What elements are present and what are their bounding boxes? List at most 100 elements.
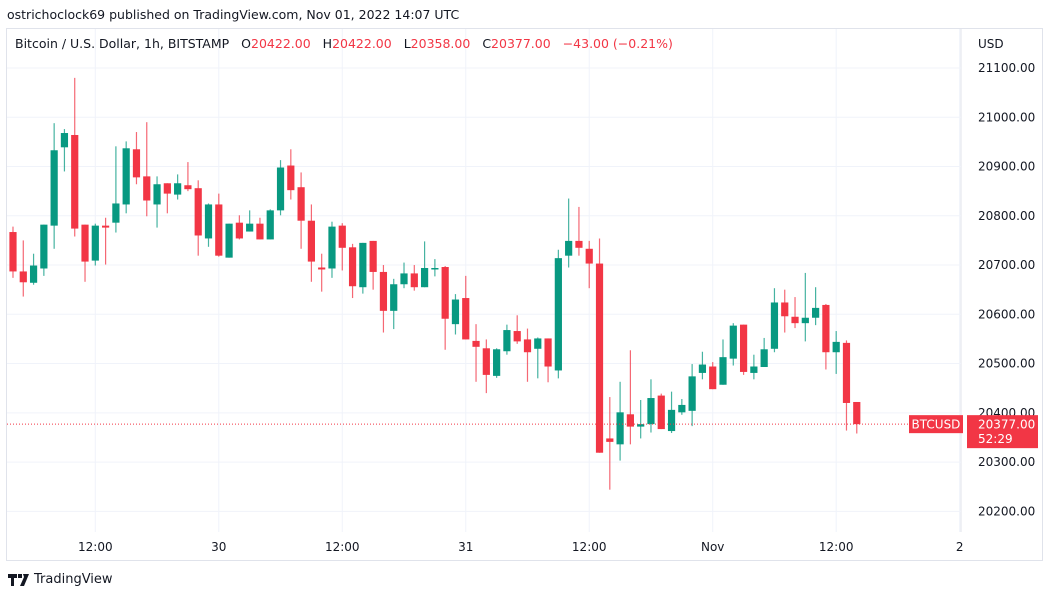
candle[interactable] — [225, 223, 233, 258]
candle[interactable] — [29, 253, 38, 285]
candle[interactable] — [441, 266, 449, 350]
candle[interactable] — [246, 210, 254, 232]
price-axis[interactable]: USD 21100.00 21000.00 20900.00 20800.00 2070… — [978, 37, 1035, 518]
candle[interactable] — [297, 172, 305, 249]
price-tick-label: 21000.00 — [978, 110, 1035, 124]
time-axis[interactable]: 12:00 30 12:00 31 12:00 Nov 12:00 2 — [78, 540, 963, 554]
candle[interactable] — [204, 203, 213, 247]
candle[interactable] — [842, 340, 851, 431]
price-tick-label: 21100.00 — [978, 61, 1035, 75]
candle[interactable] — [184, 162, 192, 192]
candle[interactable] — [431, 259, 439, 277]
candle[interactable] — [379, 265, 388, 333]
candle[interactable] — [770, 288, 779, 353]
candle[interactable] — [585, 240, 593, 289]
candle[interactable] — [359, 242, 367, 294]
candle[interactable] — [513, 315, 521, 344]
candle[interactable] — [410, 265, 418, 291]
candle[interactable] — [102, 217, 110, 265]
candle[interactable] — [266, 209, 274, 240]
candle[interactable] — [40, 224, 48, 276]
candle-body — [297, 187, 305, 221]
candle[interactable] — [750, 354, 758, 380]
candle-body — [420, 267, 429, 288]
candle[interactable] — [781, 289, 789, 333]
candle[interactable] — [822, 303, 830, 370]
candle[interactable] — [390, 278, 398, 330]
candle[interactable] — [657, 393, 665, 430]
candle[interactable] — [678, 399, 686, 415]
tradingview-footer[interactable]: TradingView — [8, 572, 113, 587]
candle[interactable] — [801, 272, 809, 342]
candle[interactable] — [698, 351, 707, 380]
candle[interactable] — [503, 324, 511, 355]
candle[interactable] — [739, 324, 748, 375]
candle[interactable] — [729, 323, 737, 366]
candle[interactable] — [328, 221, 336, 278]
candle-body — [379, 271, 388, 311]
candle[interactable] — [19, 240, 27, 297]
time-tick-label: 30 — [211, 540, 226, 554]
candle[interactable] — [256, 217, 264, 240]
candle[interactable] — [719, 339, 727, 385]
candle[interactable] — [276, 160, 285, 216]
candle[interactable] — [50, 123, 58, 249]
candle[interactable] — [853, 401, 861, 434]
candle-body — [60, 133, 69, 148]
candle[interactable] — [132, 132, 141, 185]
candle[interactable] — [709, 362, 717, 390]
candle[interactable] — [287, 149, 295, 200]
candle[interactable] — [153, 176, 161, 228]
candle[interactable] — [667, 391, 676, 434]
candle[interactable] — [163, 183, 171, 214]
candle[interactable] — [174, 174, 182, 200]
candle[interactable] — [606, 397, 614, 490]
candle[interactable] — [451, 294, 460, 335]
candle[interactable] — [482, 339, 490, 394]
candle[interactable] — [760, 337, 768, 368]
candle[interactable] — [71, 77, 79, 237]
candle[interactable] — [791, 297, 799, 329]
candle[interactable] — [565, 198, 573, 268]
candle[interactable] — [215, 193, 223, 257]
candle[interactable] — [81, 224, 89, 282]
open-value: 20422.00 — [251, 36, 311, 51]
candle-body — [246, 223, 254, 232]
candle[interactable] — [318, 253, 326, 292]
time-tick-label: 12:00 — [325, 540, 360, 554]
candle[interactable] — [420, 241, 429, 288]
candle[interactable] — [348, 243, 357, 299]
close-label: C — [482, 36, 492, 51]
candle-body — [194, 188, 202, 236]
candle[interactable] — [122, 141, 130, 214]
candle[interactable] — [493, 348, 501, 378]
candle[interactable] — [575, 206, 583, 256]
candle[interactable] — [462, 275, 470, 340]
candle[interactable] — [9, 226, 17, 278]
candle[interactable] — [688, 364, 696, 427]
candle[interactable] — [534, 337, 542, 379]
candle[interactable] — [616, 381, 624, 461]
candle[interactable] — [91, 223, 99, 266]
candle[interactable] — [637, 400, 645, 439]
candle[interactable] — [626, 350, 634, 445]
candle[interactable] — [369, 240, 377, 290]
candle[interactable] — [307, 204, 315, 282]
candle[interactable] — [60, 129, 69, 172]
candle[interactable] — [235, 215, 243, 240]
candle[interactable] — [647, 379, 655, 433]
candle[interactable] — [544, 338, 552, 383]
candle[interactable] — [112, 146, 120, 233]
candle[interactable] — [338, 223, 346, 271]
candle[interactable] — [832, 331, 840, 374]
candle[interactable] — [0, 231, 6, 246]
candle[interactable] — [554, 249, 562, 379]
candle[interactable] — [194, 180, 202, 256]
candle[interactable] — [523, 328, 532, 382]
candle[interactable] — [812, 287, 820, 326]
candle[interactable] — [472, 324, 480, 382]
candle[interactable] — [143, 122, 151, 217]
candle[interactable] — [595, 238, 604, 453]
candle[interactable] — [400, 262, 408, 289]
